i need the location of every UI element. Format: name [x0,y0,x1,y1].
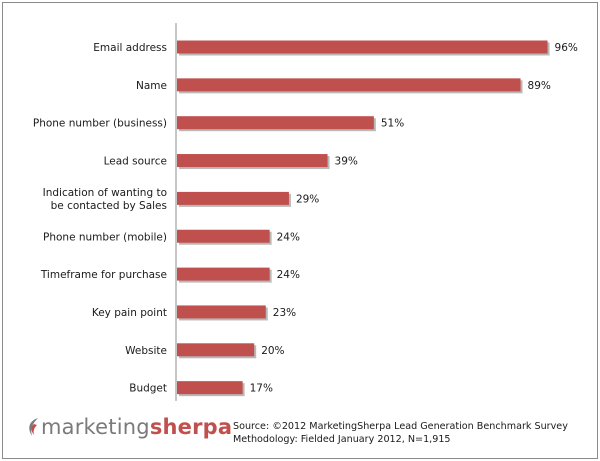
category-label-line: be contacted by Sales [51,200,167,212]
data-label: 23% [273,307,296,319]
data-label: 17% [250,383,273,395]
category-label-line: Indication of wanting to [43,187,167,199]
bar [177,343,255,357]
bar [177,229,270,243]
bar [177,381,243,395]
bar-chart: 96% Email address 89% Name 51% Phone number (… [33,23,578,401]
data-label: 39% [335,156,358,168]
category-label: Phone number (business) [33,118,167,130]
category-label-line: Key pain point [92,307,167,319]
category-label: Website [125,345,167,357]
bar [177,116,374,130]
data-label: 24% [277,231,300,243]
category-label: Name [136,80,167,92]
data-label: 20% [261,345,284,357]
category-label: Phone number (mobile) [43,231,167,243]
logo-text: marketingsherpa [41,415,232,439]
category-label: Email address [93,42,167,54]
logo-text-marketing: marketing [41,415,150,439]
bar [177,267,270,281]
category-label-line: Email address [93,42,167,54]
category-label-line: Website [125,345,167,357]
category-label-line: Lead source [104,156,167,168]
category-label-line: Timeframe for purchase [40,269,167,281]
category-label: Timeframe for purchase [40,269,167,281]
data-label: 24% [277,269,300,281]
data-label: 51% [381,118,404,130]
bar [177,305,266,319]
source-note: Source: ©2012 MarketingSherpa Lead Gener… [233,420,568,446]
category-label-line: Phone number (mobile) [43,231,167,243]
category-label-line: Budget [129,383,167,395]
data-label: 96% [555,42,578,54]
bar [177,40,548,54]
category-label: Lead source [104,156,167,168]
logo-swirl-icon [29,418,38,436]
bar [177,191,289,205]
category-label-line: Phone number (business) [33,118,167,130]
category-label: Key pain point [92,307,167,319]
category-label: Indication of wanting to be contacted by … [43,187,167,212]
category-label: Budget [129,383,167,395]
category-label-line: Name [136,80,167,92]
logo-text-sherpa: sherpa [149,415,233,439]
marketingsherpa-logo: marketingsherpa [25,415,232,439]
data-label: 29% [296,193,319,205]
data-label: 89% [528,80,551,92]
methodology-line: Methodology: Fielded January 2012, N=1,9… [233,434,451,445]
bar [177,78,521,92]
bar [177,154,328,168]
source-line: Source: ©2012 MarketingSherpa Lead Gener… [233,421,568,432]
